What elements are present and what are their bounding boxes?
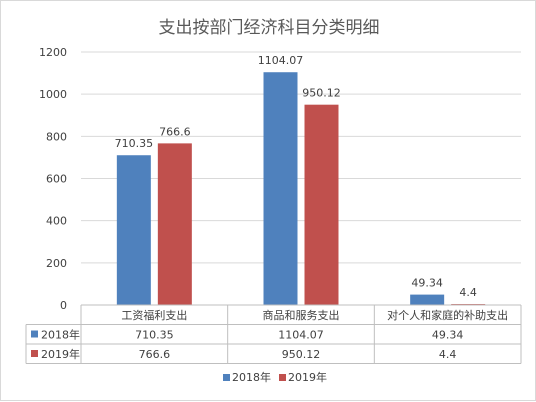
bar — [116, 155, 151, 305]
bars — [116, 72, 486, 305]
table-legend-key — [31, 350, 38, 357]
legend-key — [223, 374, 230, 381]
legend-label: 2019年 — [288, 370, 327, 384]
chart-title: 支出按部门经济科目分类明细 — [159, 18, 380, 38]
bar — [304, 104, 339, 305]
data-labels: 710.35 766.6 1104.07 950.12 49.34 4.4 — [115, 54, 477, 299]
data-table: 工资福利支出 商品和服务支出 对个人和家庭的补助支出 2018年 710.35 1104.… — [25, 304, 522, 364]
y-axis: 0 200 400 600 800 1000 1200 — [39, 46, 67, 312]
bar — [157, 143, 192, 305]
data-label: 766.6 — [159, 125, 191, 138]
data-label: 710.35 — [115, 137, 154, 150]
data-label: 1104.07 — [258, 54, 304, 67]
table-cell: 766.6 — [139, 348, 171, 361]
bar — [263, 72, 298, 305]
table-cell: 4.4 — [439, 348, 457, 361]
data-label: 950.12 — [302, 87, 341, 100]
legend-key — [279, 374, 286, 381]
y-tick-label: 800 — [46, 130, 67, 143]
table-legend-key — [31, 330, 38, 338]
y-tick-label: 400 — [46, 215, 67, 228]
y-tick-label: 1000 — [39, 88, 67, 101]
y-tick-label: 600 — [46, 173, 67, 186]
category-label: 对个人和家庭的补助支出 — [387, 308, 508, 322]
table-cell: 710.35 — [135, 329, 174, 342]
table-cell: 1104.07 — [278, 329, 324, 342]
data-label: 4.4 — [459, 286, 477, 299]
y-tick-label: 1200 — [39, 46, 67, 59]
legend: 2018年 2019年 — [223, 370, 327, 384]
category-label: 工资福利支出 — [121, 308, 187, 322]
y-tick-label: 200 — [46, 257, 67, 270]
bar — [410, 294, 445, 305]
table-series-name: 2018年 — [41, 328, 80, 342]
table-series-name: 2019年 — [41, 347, 80, 361]
category-label: 商品和服务支出 — [263, 308, 340, 322]
legend-label: 2018年 — [232, 370, 271, 384]
table-cell: 49.34 — [432, 329, 464, 342]
data-label: 49.34 — [411, 277, 443, 290]
table-cell: 950.12 — [282, 348, 321, 361]
gridlines — [81, 51, 521, 306]
y-tick-label: 0 — [60, 299, 67, 312]
